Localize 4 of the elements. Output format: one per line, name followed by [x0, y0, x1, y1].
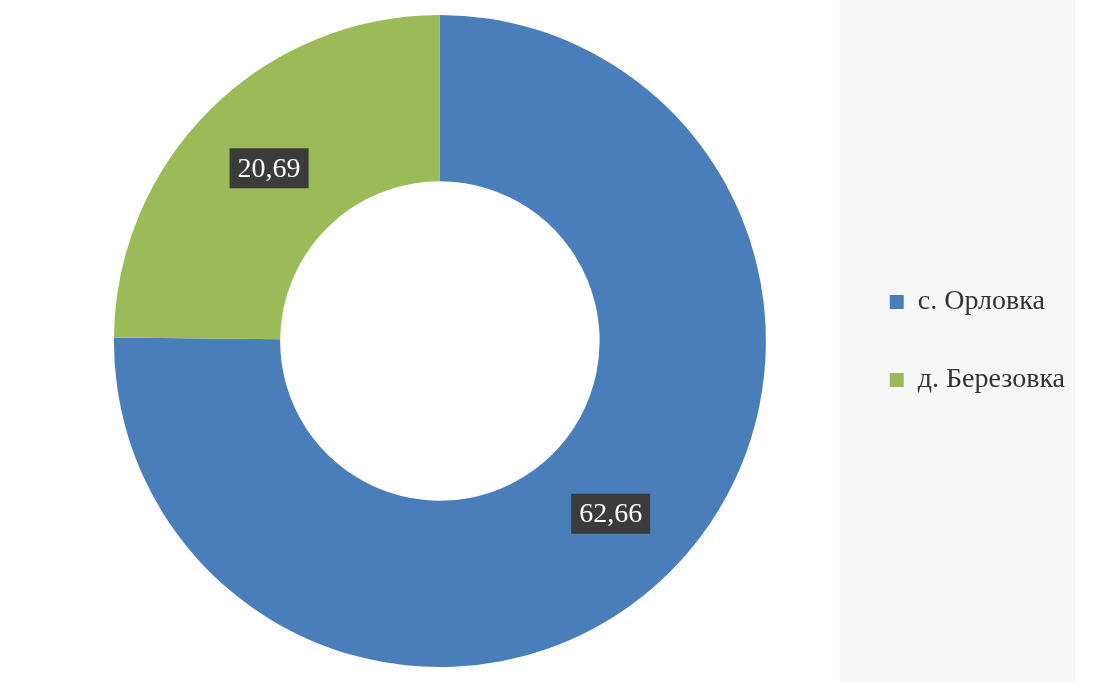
legend-label: д. Березовка — [917, 362, 1066, 394]
data-label: 62,66 — [579, 497, 643, 529]
legend-label: с. Орловка — [917, 284, 1046, 316]
data-label: 20,69 — [237, 151, 301, 183]
